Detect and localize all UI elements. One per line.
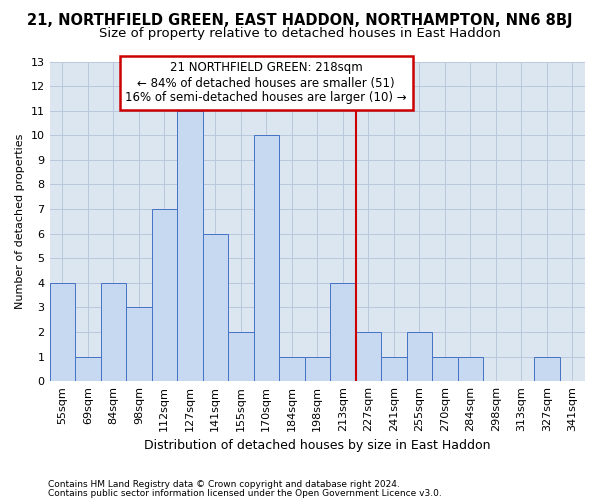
Bar (177, 110, 203, 381)
Text: 21 NORTHFIELD GREEN: 218sqm
← 84% of detached houses are smaller (51)
16% of sem: 21 NORTHFIELD GREEN: 218sqm ← 84% of det… (125, 62, 407, 104)
Bar (458, 356, 483, 381)
Bar (534, 356, 560, 381)
Text: Contains public sector information licensed under the Open Government Licence v3: Contains public sector information licen… (48, 488, 442, 498)
Y-axis label: Number of detached properties: Number of detached properties (15, 134, 25, 309)
Bar (356, 332, 381, 381)
Bar (126, 308, 152, 381)
Bar (101, 283, 126, 381)
Bar (203, 234, 228, 381)
Bar (432, 356, 458, 381)
Bar (305, 356, 330, 381)
Bar (407, 332, 432, 381)
Bar (228, 332, 254, 381)
Text: Size of property relative to detached houses in East Haddon: Size of property relative to detached ho… (99, 28, 501, 40)
Bar (152, 209, 177, 381)
Bar (330, 283, 356, 381)
Bar (50, 283, 75, 381)
Text: 21, NORTHFIELD GREEN, EAST HADDON, NORTHAMPTON, NN6 8BJ: 21, NORTHFIELD GREEN, EAST HADDON, NORTH… (27, 12, 573, 28)
Bar (381, 356, 407, 381)
Bar (279, 356, 305, 381)
Text: Contains HM Land Registry data © Crown copyright and database right 2024.: Contains HM Land Registry data © Crown c… (48, 480, 400, 489)
Bar (254, 136, 279, 381)
X-axis label: Distribution of detached houses by size in East Haddon: Distribution of detached houses by size … (144, 440, 491, 452)
Bar (75, 356, 101, 381)
